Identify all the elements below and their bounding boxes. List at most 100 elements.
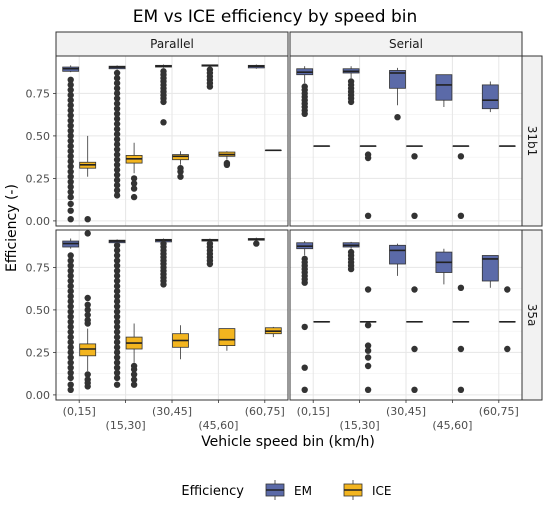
panel-border	[55, 55, 289, 227]
box-ice-45-60-	[218, 328, 236, 347]
outlier-point-em-15-30-	[113, 242, 121, 249]
outlier-point-em-0-15-	[67, 323, 74, 331]
outlier-point-em-0-15-	[67, 364, 74, 371]
outlier-point-em-0-15-	[67, 137, 74, 145]
outlier-point-em-0-15-	[67, 142, 74, 150]
x-tick-label: (15,30]	[106, 419, 146, 432]
outlier-point-ice-15-30-	[364, 362, 372, 370]
outlier-point-em-0-15-	[67, 298, 74, 305]
outlier-point-em-15-30-	[347, 265, 355, 273]
outlier-point-em-15-30-	[113, 74, 121, 82]
y-tick-label: 0.50	[26, 130, 51, 143]
outlier-point-em-15-30-	[113, 282, 121, 290]
outlier-point-em-15-30-	[113, 80, 121, 87]
outlier-point-em-0-15-	[67, 183, 74, 191]
outlier-point-em-45-60-	[206, 260, 214, 268]
outlier-point-em-15-30-	[113, 151, 121, 158]
box-em-60-75-	[481, 84, 499, 110]
outlier-point-em-15-30-	[113, 333, 121, 341]
x-tick-label: (60,75]	[245, 405, 285, 418]
x-axis-title-group: Vehicle speed bin (km/h)	[201, 434, 375, 450]
outlier-point-ice-15-30-	[130, 376, 138, 383]
chart-title: EM vs ICE efficiency by speed bin	[133, 7, 417, 27]
outlier-point-ice-15-30-	[364, 154, 372, 162]
outlier-point-em-0-15-	[67, 344, 74, 351]
outlier-point-em-0-15-	[67, 163, 74, 170]
outlier-point-ice-30-45-	[411, 153, 418, 160]
outlier-point-em-15-30-	[113, 267, 121, 274]
outlier-point-em-0-15-	[67, 288, 74, 295]
outlier-point-em-0-15-	[67, 91, 74, 99]
outlier-point-em-0-15-	[67, 354, 74, 361]
outlier-point-em-15-30-	[347, 98, 355, 106]
outlier-point-em-15-30-	[113, 277, 121, 285]
outlier-point-em-0-15-	[67, 282, 74, 290]
outlier-point-em-15-30-	[113, 146, 121, 153]
outlier-point-em-15-30-	[113, 323, 121, 331]
outlier-point-em-0-15-	[67, 127, 74, 134]
outlier-point-em-15-30-	[113, 131, 121, 138]
outlier-point-ice-15-30-	[364, 386, 372, 393]
y-axis-title-group: Efficiency (-)	[4, 184, 20, 272]
outlier-point-em-0-15-	[67, 112, 74, 119]
outlier-point-ice-60-75-	[504, 286, 511, 293]
outlier-point-em-0-15-	[301, 386, 308, 393]
y-tick-label: 0.00	[26, 215, 51, 228]
box-em-30-45-	[389, 244, 406, 265]
outlier-point-ice-60-75-	[504, 345, 511, 353]
outlier-point-ice-45-60-	[457, 345, 465, 353]
outlier-point-em-15-30-	[113, 187, 121, 194]
outlier-point-em-0-15-	[67, 313, 74, 320]
outlier-point-em-0-15-	[67, 153, 74, 160]
outlier-point-em-0-15-	[67, 117, 74, 124]
legend-label-em: EM	[294, 484, 312, 498]
outlier-point-em-15-30-	[113, 364, 121, 371]
x-tick-label: (15,30]	[340, 419, 380, 432]
outlier-point-em-15-30-	[113, 161, 121, 168]
outlier-point-em-0-15-	[67, 158, 74, 165]
legend-title: Efficiency	[181, 484, 244, 499]
outlier-point-em-0-15-	[67, 328, 74, 336]
y-axis-title: Efficiency (-)	[4, 184, 20, 272]
outlier-point-ice-15-30-	[364, 322, 372, 329]
outlier-point-em-15-30-	[113, 90, 121, 97]
outlier-point-ice-45-60-	[457, 284, 465, 291]
outlier-point-ice-15-30-	[364, 354, 372, 361]
outlier-point-em-0-15-	[67, 303, 74, 310]
x-tick-label: (45,60]	[432, 419, 472, 432]
outlier-point-em-15-30-	[113, 257, 121, 264]
outlier-point-ice-30-45-	[177, 173, 184, 180]
outlier-point-ice-30-45-	[411, 286, 418, 293]
outlier-point-em-15-30-	[113, 328, 121, 336]
outlier-point-em-0-15-	[67, 318, 74, 325]
outlier-point-em-0-15-	[67, 122, 74, 129]
outlier-point-ice-45-60-	[457, 212, 465, 219]
outlier-point-ice-0-15-	[84, 320, 91, 327]
outlier-point-em-15-30-	[113, 171, 121, 179]
facet-strip-label-31b1: 31b1	[525, 126, 539, 157]
outlier-point-em-15-30-	[113, 344, 121, 351]
outlier-point-em-15-30-	[113, 105, 121, 112]
outlier-point-ice-0-15-	[84, 216, 91, 223]
outlier-point-ice-0-15-	[84, 306, 91, 314]
outlier-point-ice-15-30-	[130, 175, 138, 182]
outlier-point-em-0-15-	[67, 339, 74, 346]
outlier-point-em-15-30-	[113, 293, 121, 300]
outlier-point-em-0-15-	[67, 148, 74, 155]
facet-strip-serial	[289, 31, 523, 57]
box-ice-0-15-	[79, 343, 97, 357]
outlier-point-em-15-30-	[113, 318, 121, 325]
outlier-point-ice-15-30-	[130, 193, 138, 201]
outlier-point-em-0-15-	[67, 207, 74, 214]
outlier-point-em-0-15-	[67, 97, 74, 104]
outlier-point-em-15-30-	[113, 156, 121, 163]
outlier-point-ice-45-60-	[223, 161, 231, 168]
outlier-point-em-0-15-	[67, 168, 74, 175]
outlier-point-em-15-30-	[113, 272, 121, 280]
outlier-point-em-15-30-	[113, 349, 121, 356]
outlier-point-em-0-15-	[67, 102, 74, 109]
x-tick-label: (30,45]	[152, 405, 192, 418]
facet-strip-label-parallel: Parallel	[150, 37, 194, 51]
outlier-point-em-15-30-	[113, 69, 121, 77]
